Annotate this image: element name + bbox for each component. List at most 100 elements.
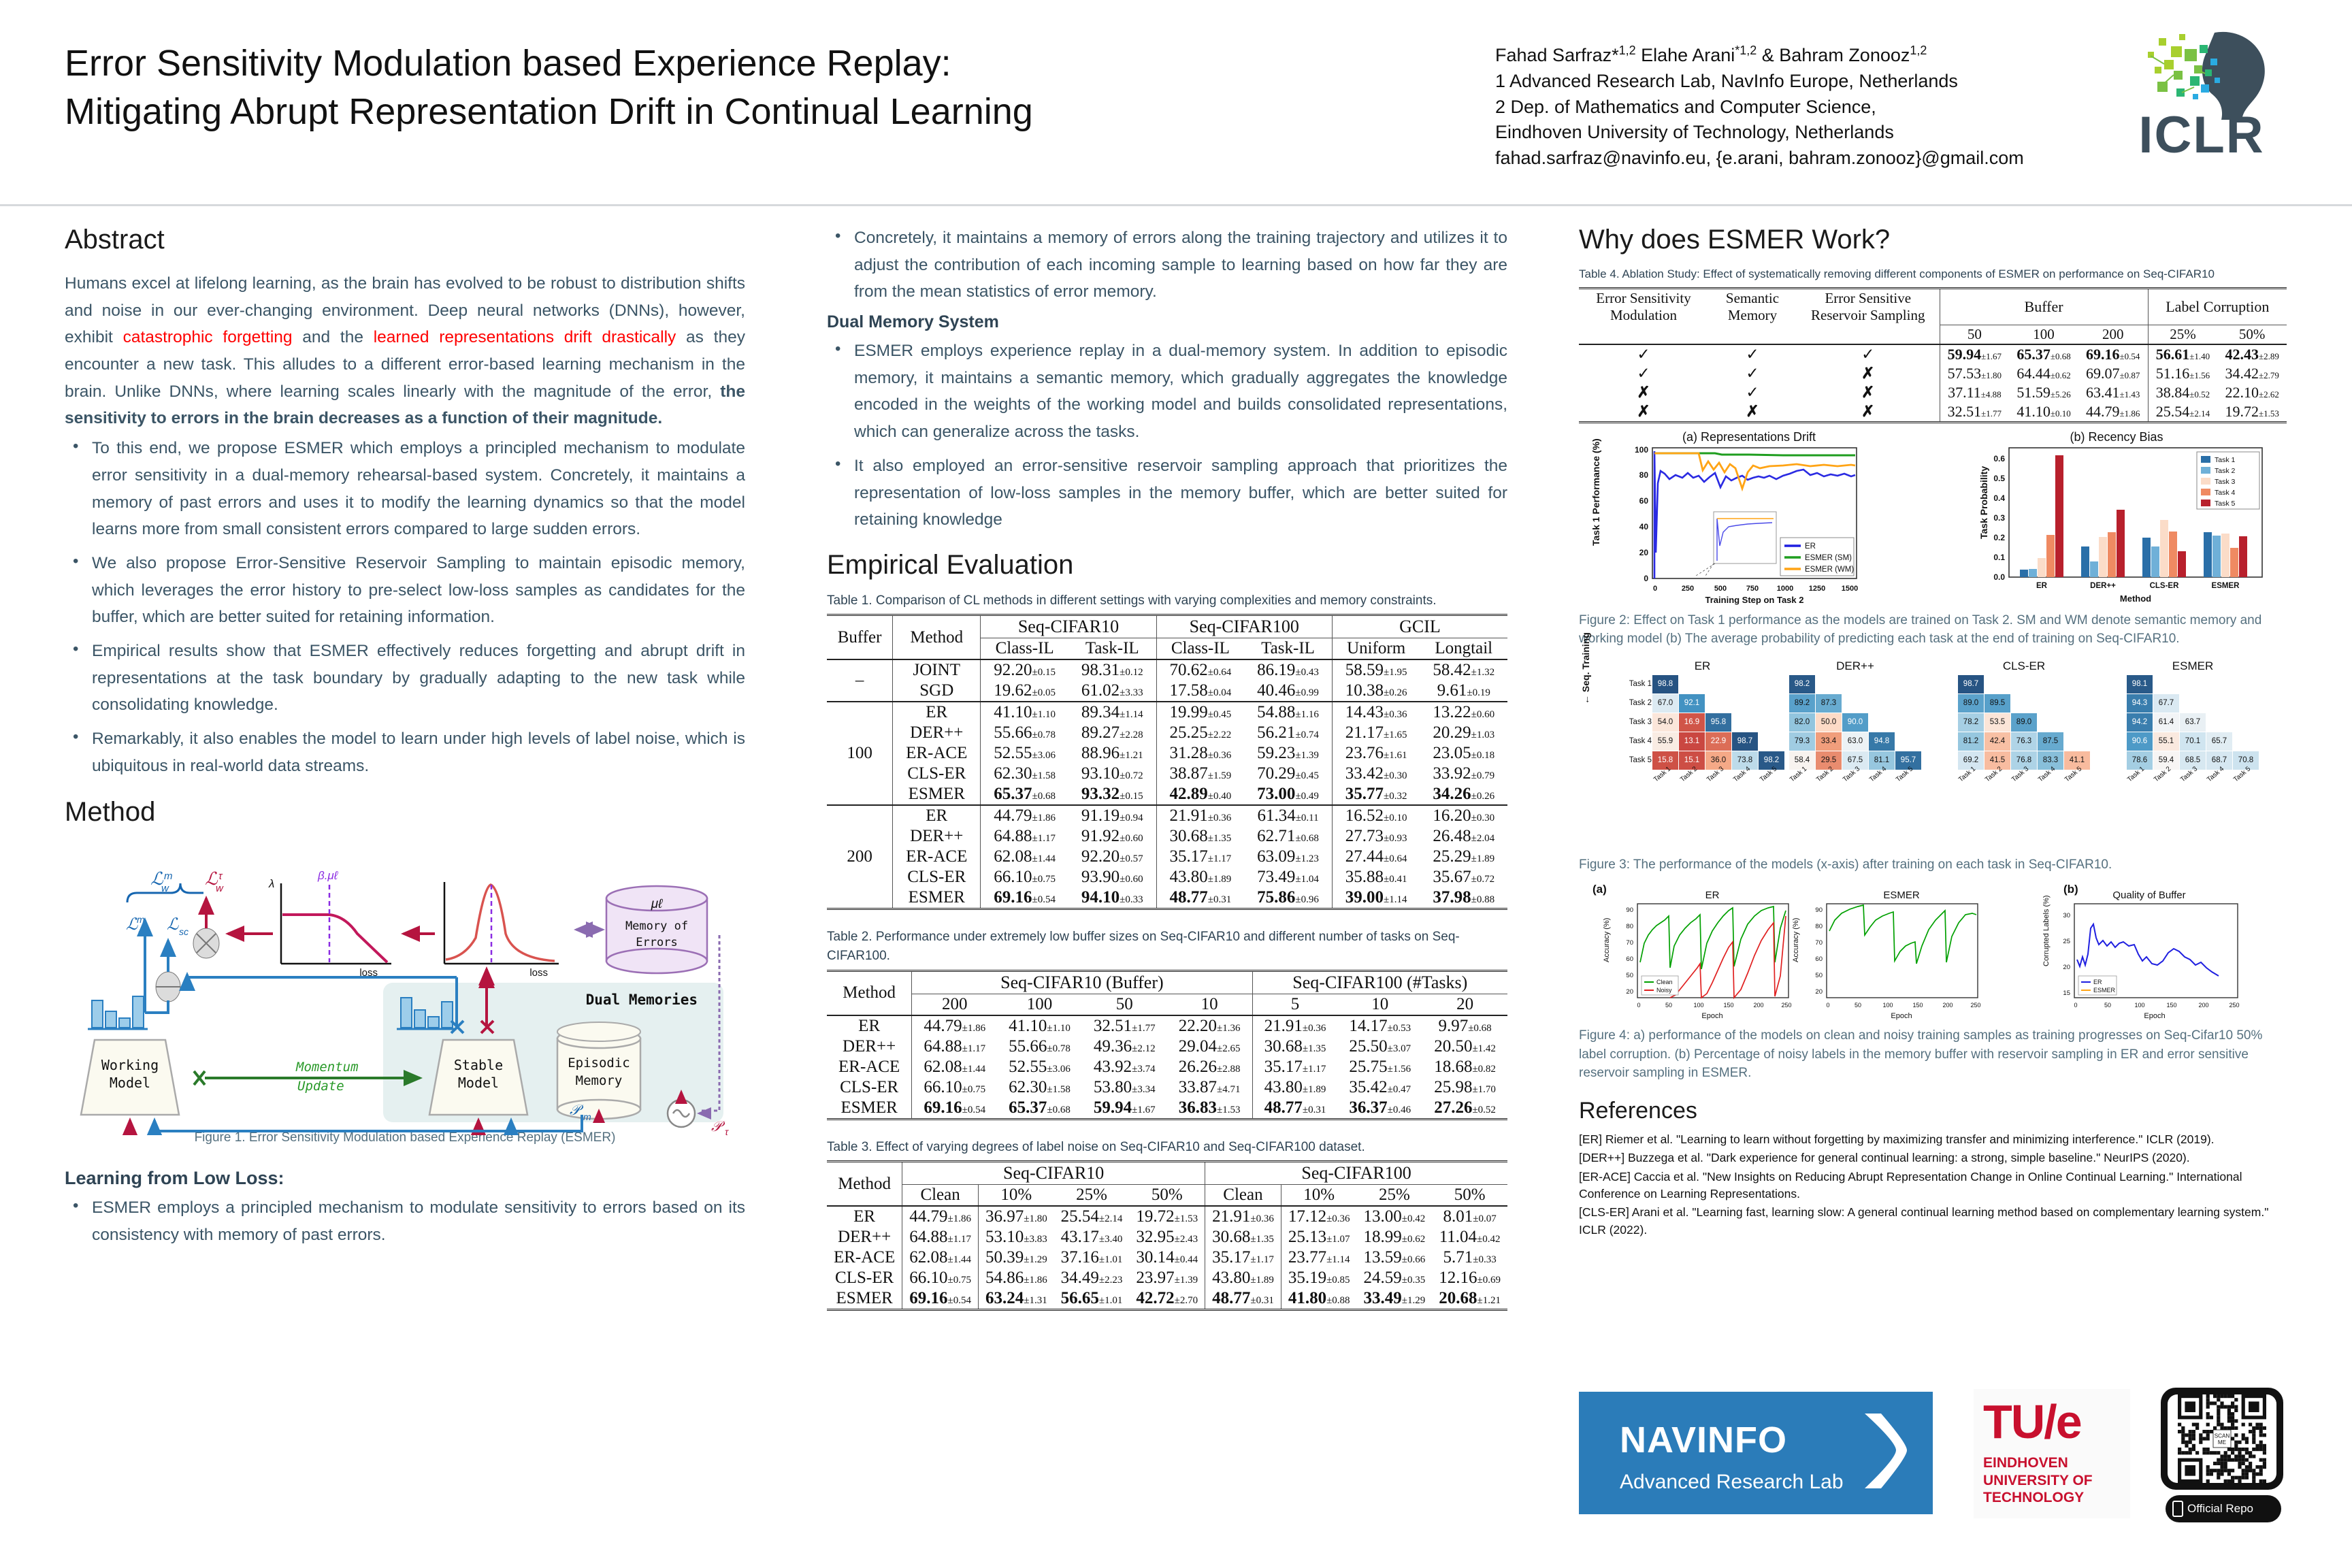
- table-cell: 20.29±1.03: [1433, 723, 1495, 742]
- navinfo-wordmark: NAVINFO: [1620, 1420, 1787, 1460]
- fig4b-ylabel: Corrupted Labels (%): [2042, 896, 2051, 967]
- heatmap-cell: 59.4: [2153, 751, 2179, 770]
- cross-icon: ✗: [1861, 364, 1875, 382]
- official-repo-badge[interactable]: Official Repo: [2166, 1495, 2281, 1522]
- heatmap-cell: 68.5: [2180, 751, 2206, 770]
- svg-text:Errors: Errors: [636, 936, 677, 949]
- check-icon: ✓: [1746, 364, 1759, 382]
- svg-text:50: 50: [1855, 1002, 1861, 1009]
- heatmap-cell: 90.6: [2127, 732, 2153, 751]
- table-cell: 64.44±0.62: [2016, 364, 2071, 382]
- fig4-er-title: ER: [1705, 889, 1720, 901]
- abstract-text-a: Humans excel at lifelong learning, as th…: [65, 274, 745, 347]
- qr-code[interactable]: SCAN ME: [2161, 1388, 2283, 1490]
- heatmap-cell: 98.2: [1759, 751, 1784, 770]
- group-header: Seq-CIFAR100 (#Tasks): [1252, 969, 1507, 994]
- table-cell: 65.37±0.68: [2009, 343, 2078, 364]
- heatmap-empty-cell: [1895, 674, 1921, 693]
- heatmap-cell: 89.0: [1958, 693, 1984, 713]
- table-header-row: Error Sensitivity Modulation Semantic Mem…: [1579, 287, 2287, 325]
- heatmap-cell: 63.7: [2180, 713, 2206, 732]
- table-cell: 62.08±1.44: [980, 847, 1068, 868]
- table-cell: 35.67±0.72: [1433, 868, 1495, 887]
- abstract-highlight-2: learned representations drift drasticall…: [373, 328, 676, 347]
- table-cell: 62.08±1.44: [911, 1056, 998, 1077]
- method-cell: ESMER: [840, 1098, 898, 1117]
- low-loss-bullet-list: ESMER employs a principled mechanism to …: [65, 1193, 745, 1248]
- heatmap-cell: 81.2: [1958, 732, 1984, 751]
- table-cell: 35.17±1.17: [1156, 847, 1245, 868]
- svg-text:Stable: Stable: [454, 1057, 503, 1073]
- table-cell: 51.59±5.26: [2016, 383, 2071, 401]
- heatmap-row: 82.0 50.0 90.0: [1789, 713, 1921, 732]
- table-row: 200 ER 44.79±1.86 91.19±0.94 21.91±0.36 61.34…: [827, 804, 1507, 909]
- method-cell: ESMER: [892, 784, 981, 806]
- svg-text:50: 50: [1815, 972, 1823, 979]
- table-cell: 34.42±2.79: [2225, 364, 2279, 382]
- heatmap-row: 81.2 42.4 76.3 87.5: [1958, 732, 2090, 751]
- table-cell: 16.52±0.10: [1331, 804, 1420, 827]
- svg-text:w: w: [161, 883, 169, 894]
- table-row: ✗ ✓ ✗ 37.11±4.88 51.59±5.26 63.41±1.43 38.84±0…: [1579, 382, 2287, 402]
- table-row: ESMER 69.16±0.54 63.24±1.31 56.65±1.01 42.72…: [827, 1288, 1507, 1309]
- table-cell: 66.10±0.75: [911, 1077, 998, 1098]
- svg-text:Task 5: Task 5: [2215, 500, 2236, 508]
- qr-scan-label: SCAN: [2215, 1433, 2230, 1439]
- table-cell: 35.42±0.47: [1349, 1077, 1411, 1096]
- table-2-caption: Table 2. Performance under extremely low…: [827, 930, 1460, 963]
- table-subheader-row: 50 100 200 25% 50%: [1579, 324, 2287, 344]
- sub-header: 50: [1939, 324, 2010, 344]
- fig2a-legend-er: ER: [1805, 542, 1816, 551]
- table-cell: 16.20±0.30: [1420, 804, 1507, 827]
- group-header: GCIL: [1331, 614, 1507, 638]
- heatmap-cell: 87.3: [1816, 693, 1842, 713]
- method-cell: JOINT: [892, 659, 981, 681]
- tue-name: EINDHOVEN UNIVERSITY OF TECHNOLOGY: [1983, 1454, 2093, 1507]
- table-row: CLS-ER 62.30±1.58 93.10±0.72 38.87±1.59 70.2…: [827, 764, 1507, 785]
- svg-text:15: 15: [2063, 990, 2070, 997]
- fig4-er-legend-noisy: Noisy: [1656, 987, 1672, 994]
- table-3: Method Seq-CIFAR10 Seq-CIFAR100 Clean 10% 25%…: [827, 1160, 1507, 1311]
- table-cell: 58.42±1.32: [1420, 659, 1507, 681]
- heatmap-empty-cell: [2038, 693, 2063, 713]
- table-subheader-row: Clean 10% 25% 50% Clean 10% 25% 50%: [827, 1184, 1507, 1207]
- heatmap-empty-cell: [1732, 693, 1758, 713]
- table-cell: 30.14±0.44: [1136, 1248, 1198, 1267]
- table-cell: 52.55±3.06: [980, 743, 1068, 764]
- heatmap-cell: 70.1: [2180, 732, 2206, 751]
- table-cell: 70.62±0.64: [1156, 659, 1245, 681]
- table-cell: 62.71±0.68: [1257, 827, 1319, 846]
- reference-item: [CLS-ER] Arani et al. "Learning fast, le…: [1579, 1205, 2269, 1237]
- heatmap-panel-cls-er: CLS-ER 98.7 89.0 89.5 78.2 53.5 89.0 81.2 42.4 76…: [1957, 659, 2091, 783]
- table-cell: 56.21±0.74: [1257, 723, 1319, 742]
- svg-text:100: 100: [2134, 1002, 2144, 1009]
- table-cell: 19.99±0.45: [1156, 701, 1245, 723]
- iclr-wordmark: ICLR: [2138, 106, 2265, 164]
- navinfo-logo: NAVINFO Advanced Research Lab: [1579, 1392, 1933, 1514]
- table-cell: 54.86±1.86: [977, 1268, 1054, 1289]
- method-cell: CLS-ER: [835, 1269, 894, 1288]
- memory-of-errors-cylinder: μℓ Memory of Errors: [605, 885, 708, 975]
- table-header-row: Method Seq-CIFAR10 (Buffer) Seq-CIFAR100 (…: [827, 969, 1507, 1015]
- table-row: DER++ 64.88±1.17 91.92±0.60 30.68±1.35 62.71…: [827, 826, 1507, 847]
- method-cell: ER: [827, 1205, 902, 1228]
- table-cell: 41.10±1.10: [997, 1014, 1082, 1036]
- svg-text:0.2: 0.2: [1993, 533, 2005, 542]
- sub-header: Task-IL: [1068, 638, 1157, 660]
- heatmap-row: Task 5 15.8 15.1 36.0 73.8 98.2: [1620, 751, 1784, 770]
- heatmap-empty-cell: [2064, 693, 2090, 713]
- table-cell: 37.98±0.88: [1433, 888, 1495, 907]
- figure-2: (a) Representations Drift Task 1 Perform…: [1579, 430, 2287, 607]
- heatmap-panel-esmer: ESMER 98.1 94.3 67.7 94.2 61.4 63.7 90.6 55.1 70.…: [2126, 659, 2259, 783]
- fig4-panel-a-label: (a): [1592, 883, 1607, 896]
- svg-text:90: 90: [1626, 906, 1633, 914]
- svg-text:0.6: 0.6: [1993, 454, 2005, 463]
- table-row: CLS-ER 66.10±0.75 93.90±0.60 43.80±1.89 73.4…: [827, 867, 1507, 888]
- logo-strip: NAVINFO Advanced Research Lab TU/e EINDH…: [1579, 1385, 2300, 1522]
- sub-header: 25%: [1054, 1184, 1130, 1207]
- group-header: Seq-CIFAR100: [1205, 1160, 1507, 1185]
- table-cell: 41.10±1.10: [980, 701, 1068, 723]
- table-cell: 31.28±0.36: [1156, 743, 1245, 764]
- fig4b-legend-esmer: ESMER: [2093, 987, 2116, 994]
